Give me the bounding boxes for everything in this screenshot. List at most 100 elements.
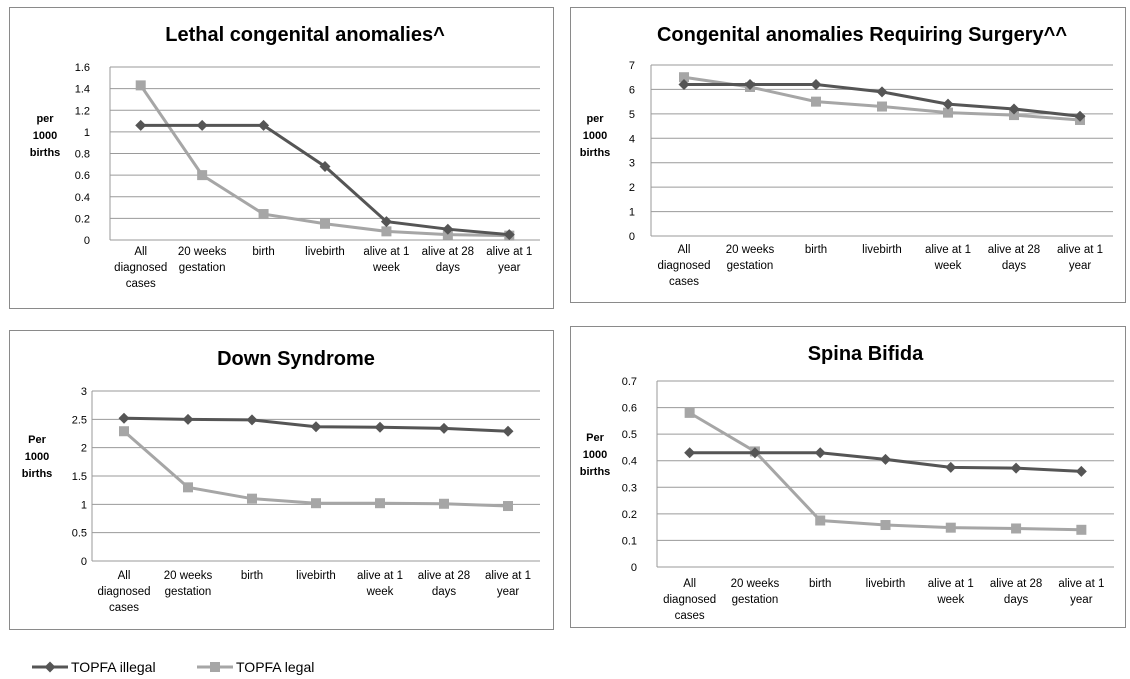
- data-point-topfa-illegal: [438, 422, 450, 434]
- data-point-topfa-legal: [439, 498, 449, 509]
- chart-title: Congenital anomalies Requiring Surgery^^: [657, 24, 1067, 46]
- data-point-topfa-legal: [320, 218, 330, 229]
- y-axis-label: per 1000 births: [580, 113, 611, 159]
- y-tick-label: 0.3: [622, 482, 637, 494]
- data-point-topfa-illegal: [118, 412, 130, 424]
- series-line-topfa-legal: [139, 84, 510, 238]
- y-tick-label: 5: [629, 109, 635, 121]
- x-tick-label: alive at 1 year: [486, 246, 532, 274]
- x-tick-label: alive at 1 year: [1057, 244, 1103, 272]
- x-tick-label: alive at 1 week: [925, 244, 971, 272]
- data-point-topfa-legal: [183, 482, 193, 493]
- y-tick-label: 2.5: [72, 414, 87, 426]
- chart-title: Lethal congenital anomalies^: [165, 24, 445, 46]
- data-point-topfa-illegal: [880, 453, 891, 465]
- data-point-topfa-illegal: [258, 119, 270, 131]
- data-point-topfa-legal: [679, 72, 689, 83]
- x-tick-label: alive at 1 week: [357, 570, 403, 598]
- data-point-topfa-legal: [1009, 110, 1019, 121]
- y-tick-label: 4: [629, 133, 635, 145]
- data-point-topfa-illegal: [876, 86, 888, 98]
- x-tick-label: 20 weeks gestation: [164, 570, 213, 598]
- data-point-topfa-illegal: [1075, 465, 1087, 477]
- x-tick-label: alive at 28 days: [422, 246, 474, 274]
- legend-marker-topfa-legal: [210, 662, 220, 672]
- data-point-topfa-illegal: [1010, 462, 1022, 474]
- x-tick-label: birth: [252, 246, 274, 258]
- y-tick-label: 0.2: [622, 509, 637, 521]
- y-axis-label: Per 1000 births: [580, 432, 611, 478]
- data-point-topfa-illegal: [945, 461, 957, 473]
- data-point-topfa-illegal: [684, 447, 696, 459]
- data-point-topfa-illegal: [749, 447, 761, 459]
- data-point-topfa-legal: [1011, 523, 1022, 534]
- x-tick-label: alive at 28 days: [418, 570, 470, 598]
- series-line-topfa-legal: [123, 430, 509, 508]
- legend-svg: TOPFA illegal TOPFA legal: [32, 659, 314, 675]
- data-point-topfa-illegal: [810, 79, 822, 91]
- y-tick-label: 2: [81, 443, 87, 455]
- chart-down-svg: Down Syndrome 0 0.5 1 1.5 2 2.5 3 Per 1000 births A…: [22, 348, 540, 614]
- data-point-topfa-legal: [945, 522, 956, 533]
- x-tick-label: alive at 28 days: [990, 578, 1042, 606]
- chart-title: Down Syndrome: [217, 348, 375, 370]
- chart-surgery-svg: Congenital anomalies Requiring Surgery^^…: [580, 24, 1113, 288]
- data-point-topfa-legal: [815, 515, 826, 526]
- chart-panel-surgery: Congenital anomalies Requiring Surgery^^…: [570, 7, 1126, 303]
- chart-panel-down-syndrome: Down Syndrome 0 0.5 1 1.5 2 2.5 3 Per 1000 births A…: [9, 330, 554, 630]
- data-point-topfa-illegal: [1074, 110, 1086, 122]
- chart-title: Spina Bifida: [808, 343, 924, 365]
- data-point-topfa-legal: [197, 170, 208, 181]
- data-point-topfa-illegal: [135, 119, 147, 131]
- y-tick-label: 0.7: [622, 376, 637, 388]
- x-tick-label: livebirth: [866, 578, 906, 590]
- y-tick-label: 7: [629, 60, 635, 72]
- y-tick-label: 0: [629, 231, 635, 243]
- chart-panel-spina-bifida: Spina Bifida 0 0.1 0.2 0.3 0.4 0.5 0.6 0.7 Per 100…: [570, 326, 1126, 628]
- x-tick-label: 20 weeks gestation: [731, 578, 780, 606]
- data-point-topfa-illegal: [374, 421, 386, 433]
- y-tick-label: 0.5: [622, 429, 637, 441]
- y-tick-label: 0: [84, 235, 90, 247]
- data-point-topfa-illegal: [380, 216, 392, 228]
- data-point-topfa-legal: [684, 407, 695, 418]
- x-tick-label: All diagnosed cases: [114, 246, 167, 290]
- data-point-topfa-legal: [135, 80, 146, 91]
- y-tick-label: 2: [629, 182, 635, 194]
- legend-label-topfa-legal: TOPFA legal: [236, 659, 314, 675]
- data-point-topfa-illegal: [442, 223, 454, 235]
- y-tick-label: 1.6: [75, 62, 90, 74]
- x-tick-label: livebirth: [296, 570, 336, 582]
- data-point-topfa-legal: [1076, 524, 1087, 535]
- chart-lethal-svg: Lethal congenital anomalies^ 0 0.2 0.4 0.6 0.…: [30, 24, 540, 290]
- data-point-topfa-legal: [877, 101, 887, 112]
- y-tick-label: 1.5: [72, 471, 87, 483]
- data-point-topfa-legal: [880, 520, 891, 531]
- data-point-topfa-legal: [503, 501, 513, 512]
- data-point-topfa-legal: [247, 493, 257, 504]
- x-tick-label: livebirth: [305, 246, 345, 258]
- x-tick-label: alive at 1 year: [485, 570, 531, 598]
- data-point-topfa-illegal: [942, 98, 954, 110]
- x-tick-label: 20 weeks gestation: [726, 244, 775, 272]
- y-tick-label: 1.2: [75, 105, 90, 117]
- x-tick-label: All diagnosed cases: [663, 578, 716, 622]
- y-tick-label: 0: [631, 562, 637, 574]
- data-point-topfa-illegal: [319, 160, 331, 172]
- y-tick-label: 0.8: [75, 149, 90, 161]
- x-tick-label: alive at 28 days: [988, 244, 1040, 272]
- data-point-topfa-legal: [381, 226, 392, 237]
- y-tick-label: 0.2: [75, 213, 90, 225]
- y-tick-label: 3: [81, 386, 87, 398]
- data-point-topfa-legal: [119, 426, 129, 437]
- data-point-topfa-illegal: [1008, 103, 1020, 115]
- y-tick-label: 1: [84, 127, 90, 139]
- data-point-topfa-legal: [811, 96, 821, 107]
- data-point-topfa-illegal: [503, 229, 515, 241]
- data-point-topfa-illegal: [310, 421, 322, 433]
- x-tick-label: alive at 1 week: [363, 246, 409, 274]
- data-point-topfa-illegal: [814, 447, 826, 459]
- data-point-topfa-illegal: [196, 119, 208, 131]
- y-tick-label: 0.1: [622, 535, 637, 547]
- x-tick-label: birth: [809, 578, 831, 590]
